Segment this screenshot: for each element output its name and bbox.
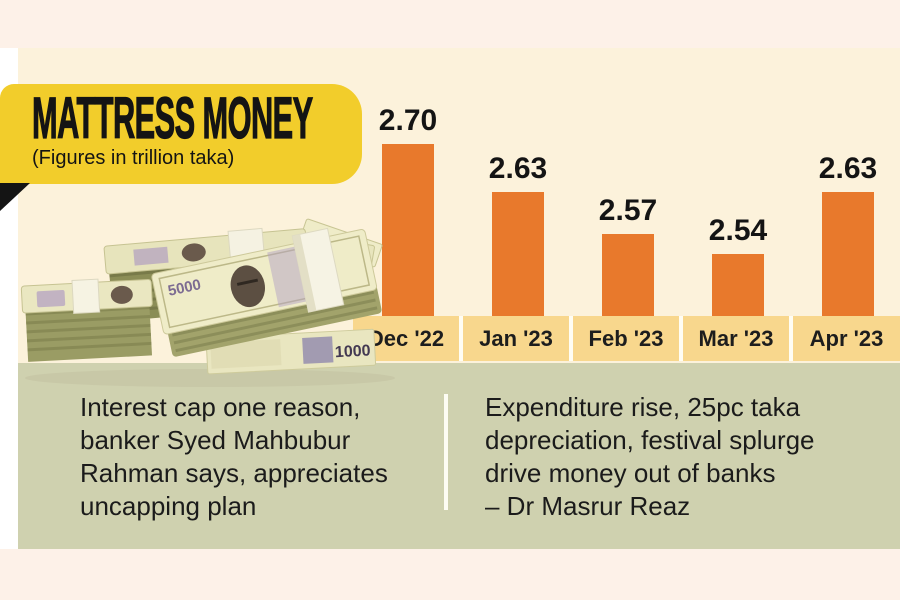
bar-value-mar-23: 2.54 — [708, 214, 768, 247]
money-shadow — [25, 369, 395, 387]
note-stack-left — [20, 278, 153, 362]
quote-line: drive money out of banks — [485, 458, 776, 488]
quote-line: depreciation, festival splurge — [485, 425, 815, 455]
bar-value-jan-23: 2.63 — [488, 152, 548, 185]
axis-label-dec-22: Dec '22 — [353, 316, 463, 361]
bar-jan-23 — [492, 192, 544, 316]
quote-left: Interest cap one reason, banker Syed Mahb… — [80, 391, 440, 523]
quote-line: Interest cap one reason, — [80, 392, 361, 422]
quote-line: – Dr Masrur Reaz — [485, 491, 691, 521]
bar-mar-23 — [712, 254, 764, 316]
bar-value-dec-22: 2.70 — [378, 104, 438, 137]
quote-panel-background — [18, 363, 900, 549]
quote-line: banker Syed Mahbubur — [80, 425, 351, 455]
note-denomination-1000: 1000 — [335, 342, 372, 361]
axis-label-apr-23: Apr '23 — [809, 326, 884, 351]
quote-line: Expenditure rise, 25pc taka — [485, 392, 801, 422]
title-banner-tail — [0, 183, 30, 211]
quote-line: uncapping plan — [80, 491, 257, 521]
bar-dec-22 — [382, 144, 434, 316]
quote-divider — [444, 394, 448, 510]
bar-value-feb-23: 2.57 — [598, 194, 658, 227]
x-axis-strip: Dec '22 Jan '23 Feb '23 Mar '23 Apr '23 — [353, 316, 900, 361]
bottom-margin-band — [0, 549, 900, 600]
quote-line: Rahman says, appreciates — [80, 458, 388, 488]
bar-value-apr-23: 2.63 — [818, 152, 878, 185]
page-subtitle: (Figures in trillion taka) — [32, 147, 235, 169]
title-banner: MATTRESS MONEY (Figures in trillion taka… — [0, 84, 362, 184]
axis-label-jan-23: Jan '23 — [463, 316, 573, 361]
quote-right: Expenditure rise, 25pc taka depreciation,… — [485, 391, 865, 523]
page-title: MATTRESS MONEY — [32, 86, 314, 151]
axis-label-mar-23: Mar '23 — [683, 316, 793, 361]
note-bundle-front: 5000 — [151, 227, 382, 357]
axis-label-feb-23: Feb '23 — [573, 316, 683, 361]
note-denomination-5000: 5000 — [166, 276, 202, 300]
bar-apr-23 — [822, 192, 874, 316]
banknote-stacks-illustration: 1000 5000 — [20, 218, 395, 387]
top-margin-band — [0, 0, 900, 48]
bar-feb-23 — [602, 234, 654, 316]
